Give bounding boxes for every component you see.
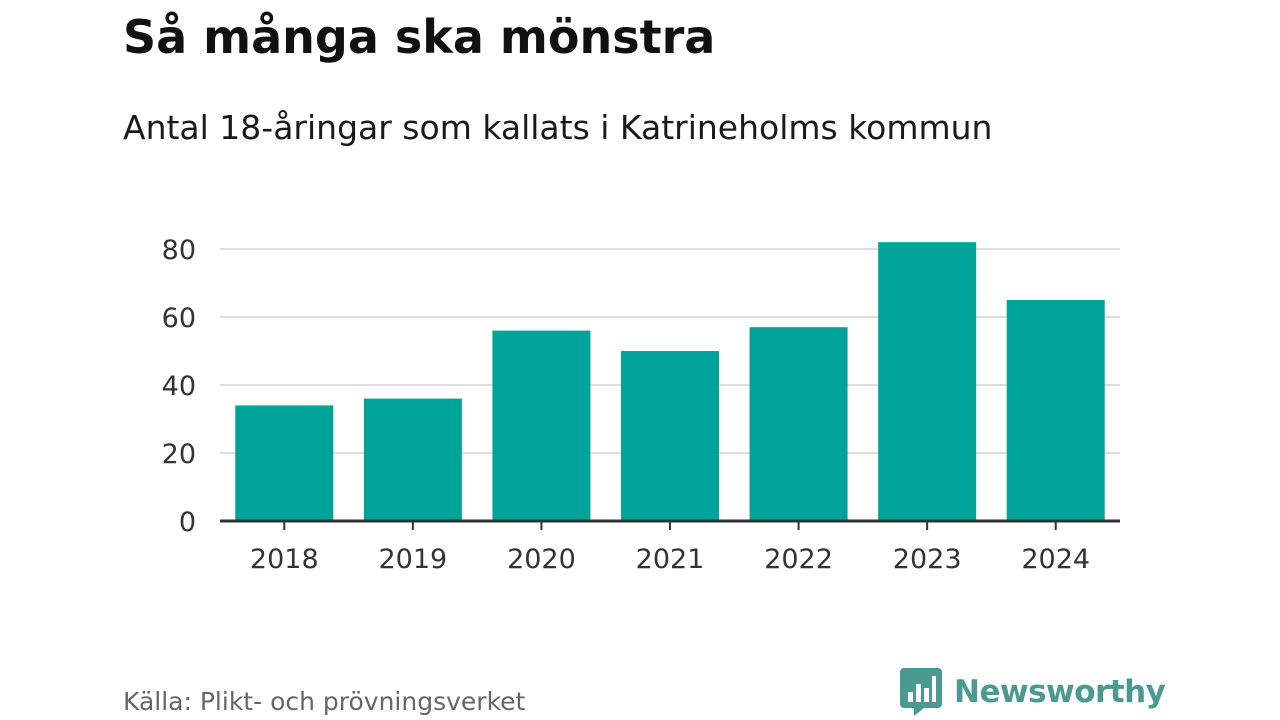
x-tick-label: 2019 <box>378 544 447 575</box>
brand-name: Newsworthy <box>954 674 1166 710</box>
bars <box>235 242 1105 521</box>
y-tick-label: 20 <box>162 439 196 470</box>
source-note: Källa: Plikt- och prövningsverket <box>123 687 526 716</box>
y-tick-label: 40 <box>162 371 196 402</box>
bar-chart-speech-bubble-icon <box>900 668 942 716</box>
y-tick-label: 0 <box>179 507 196 538</box>
chart-title: Så många ska mönstra <box>123 10 716 64</box>
brand-logo: Newsworthy <box>900 668 1166 716</box>
x-tick-label: 2020 <box>507 544 576 575</box>
x-axis-ticks: 2018 2019 2020 2021 2022 2023 2024 <box>250 521 1090 575</box>
y-tick-label: 60 <box>162 303 196 334</box>
y-tick-label: 80 <box>162 235 196 266</box>
x-tick-label: 2022 <box>764 544 833 575</box>
y-axis-ticks: 0 20 40 60 80 <box>162 235 196 538</box>
bar <box>878 242 977 521</box>
chart-subtitle: Antal 18-åringar som kallats i Katrineho… <box>123 108 993 147</box>
x-tick-label: 2018 <box>250 544 319 575</box>
bar <box>749 327 848 521</box>
x-tick-label: 2021 <box>636 544 705 575</box>
x-tick-label: 2024 <box>1021 544 1090 575</box>
bar <box>1006 300 1105 521</box>
bar <box>363 398 462 521</box>
bar <box>621 351 719 521</box>
bar <box>492 330 591 521</box>
x-tick-label: 2023 <box>893 544 962 575</box>
bar <box>235 405 334 521</box>
